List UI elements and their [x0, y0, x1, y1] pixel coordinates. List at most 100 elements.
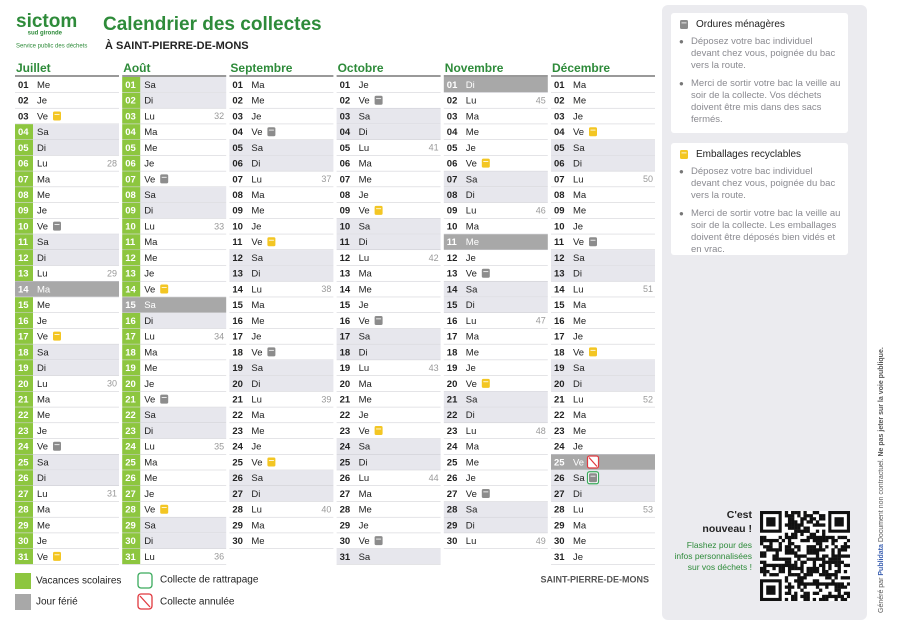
- day-number: 04: [18, 127, 29, 138]
- vacation-box: [15, 171, 33, 187]
- day-number: 08: [554, 190, 565, 201]
- day-number: 25: [18, 457, 29, 468]
- qr-module: [778, 566, 782, 571]
- qr-module: [763, 573, 767, 577]
- qr-module: [784, 576, 789, 580]
- weekday: Ve: [573, 127, 584, 138]
- legend-swatch: [15, 594, 31, 610]
- qr-module: [794, 511, 798, 515]
- qr-module: [815, 579, 820, 583]
- bin-lid: [268, 129, 274, 131]
- qr-module: [828, 582, 832, 586]
- weekday: Di: [573, 489, 582, 500]
- weekday: Me: [37, 300, 50, 311]
- qr-module: [843, 545, 848, 549]
- month-name: Novembre: [445, 61, 504, 75]
- qr-module: [837, 535, 841, 540]
- day-number: 06: [447, 159, 458, 170]
- logo-tag: Service public des déchets: [16, 44, 87, 50]
- weekend-row: [229, 250, 334, 266]
- qr-module: [794, 529, 798, 533]
- day-number: 29: [232, 520, 243, 531]
- day-number: 14: [447, 284, 458, 295]
- qr-module: [840, 535, 844, 540]
- weekend-row: [336, 108, 441, 124]
- qr-module: [822, 517, 826, 521]
- bin-lid: [590, 129, 596, 131]
- bin-lid: [483, 161, 489, 162]
- qr-module: [837, 594, 841, 599]
- qr-module: [840, 597, 844, 601]
- qr-module: [831, 594, 835, 599]
- bin-icon: [374, 536, 383, 546]
- day-number: 26: [554, 473, 565, 484]
- day-number: 31: [125, 552, 136, 563]
- bin-icon: [53, 551, 61, 561]
- week-number: 32: [214, 111, 224, 121]
- bullet: ●: [679, 209, 684, 218]
- day-number: 10: [18, 221, 29, 232]
- qr-module: [837, 548, 841, 552]
- qr-module: [831, 560, 835, 564]
- weekday: Di: [144, 316, 153, 327]
- day-number: 29: [554, 520, 565, 531]
- qr-module: [825, 560, 829, 564]
- qr-module: [822, 532, 826, 537]
- weekend-row: [229, 360, 334, 376]
- bin-icon: [53, 331, 61, 341]
- bin-lid: [268, 349, 274, 351]
- qr-module: [834, 582, 838, 586]
- day-number: 05: [18, 143, 29, 154]
- qr-module: [760, 566, 764, 571]
- week-number: 39: [321, 394, 331, 404]
- qr-module: [846, 538, 850, 543]
- qr-module: [806, 535, 810, 540]
- qr-module: [812, 535, 817, 540]
- weekday: Je: [251, 111, 261, 122]
- qr-module: [812, 523, 817, 527]
- day-number: 09: [125, 206, 136, 217]
- qr-module: [846, 554, 850, 558]
- day-number: 24: [18, 442, 29, 453]
- week-number: 33: [214, 221, 224, 231]
- qr-module: [772, 538, 776, 543]
- weekday: Lu: [466, 426, 477, 437]
- day-number: 25: [232, 457, 243, 468]
- day-number: 16: [340, 316, 351, 327]
- qr-module: [803, 582, 807, 586]
- qr-module: [794, 591, 798, 595]
- bin-lid: [376, 208, 382, 210]
- qr-module: [781, 566, 786, 571]
- qr-module: [809, 569, 813, 574]
- qr-module: [809, 582, 813, 586]
- qr-module: [787, 548, 792, 552]
- qr-module: [828, 563, 832, 568]
- item-text: Déposez votre bac individuel devant chez…: [691, 36, 836, 71]
- qr-module: [787, 582, 792, 586]
- vacation-box: [15, 391, 33, 407]
- weekday: Me: [251, 96, 264, 107]
- weekday: Me: [37, 80, 50, 91]
- qr-module: [806, 566, 810, 571]
- qr-module: [806, 529, 810, 533]
- weekend-row: [229, 375, 334, 392]
- qr-module: [794, 594, 798, 599]
- day-number: 19: [125, 363, 136, 374]
- qr-module: [800, 532, 804, 537]
- qr-module: [818, 542, 823, 546]
- bin-icon: [680, 150, 688, 159]
- day-number: 21: [125, 394, 136, 405]
- qr-module: [809, 532, 813, 537]
- weekday: Me: [359, 394, 372, 405]
- weekday: Me: [466, 127, 479, 138]
- qr-module: [812, 597, 817, 601]
- day-number: 22: [232, 410, 243, 421]
- qr-module: [760, 551, 764, 555]
- qr-module: [794, 573, 798, 577]
- bin-icon: [267, 457, 276, 467]
- qr-module: [846, 582, 850, 586]
- qr-module: [809, 557, 813, 561]
- qr-module: [840, 582, 844, 586]
- day-number: 09: [447, 206, 458, 217]
